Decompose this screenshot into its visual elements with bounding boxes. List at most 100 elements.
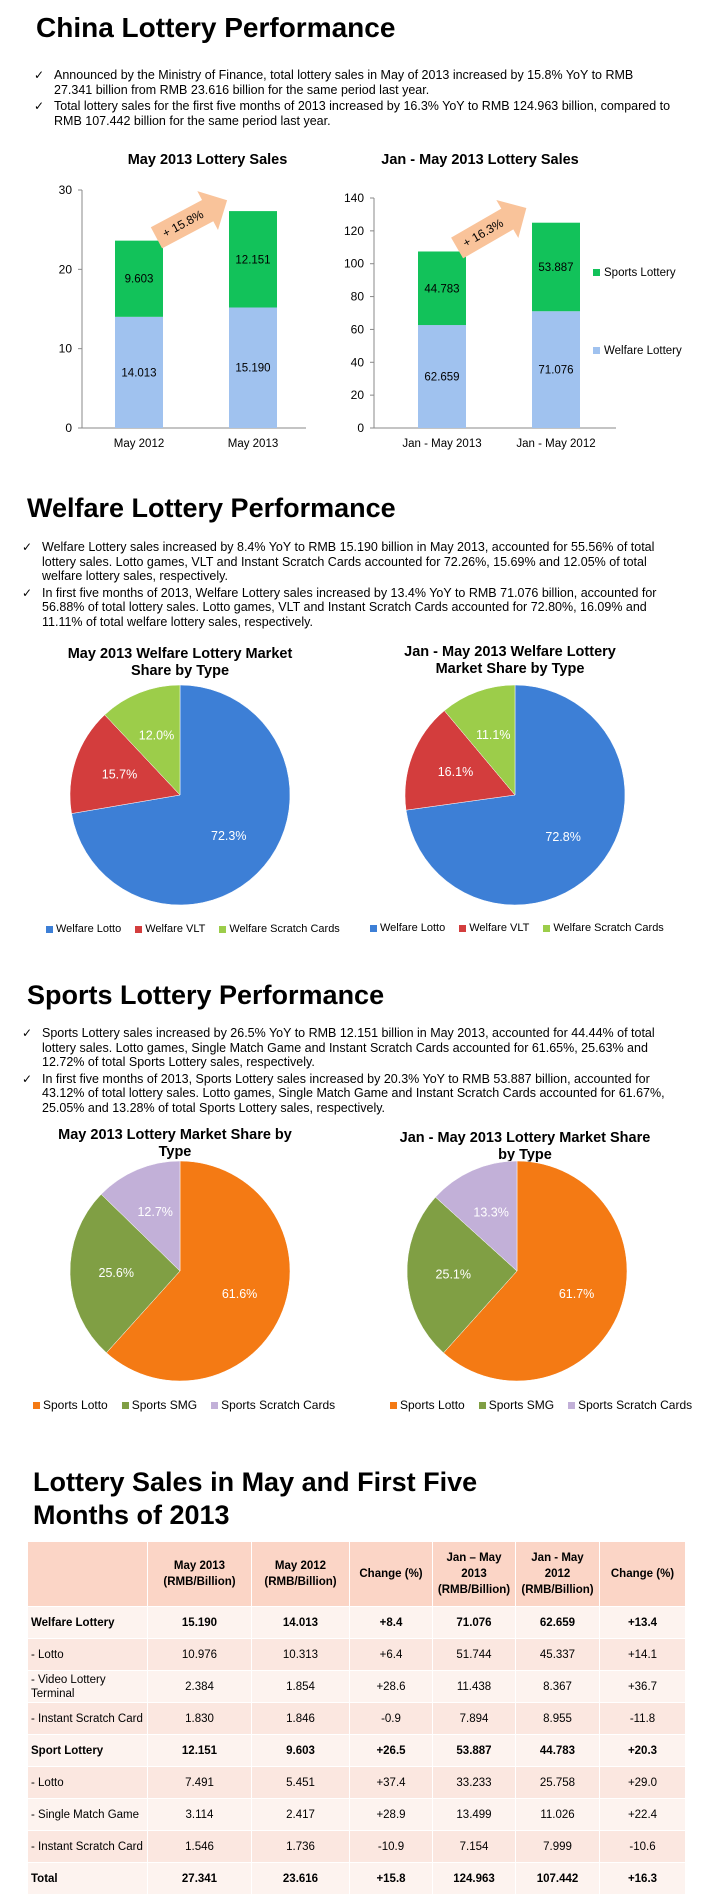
- bar-sports: [532, 222, 580, 312]
- table-cell: - Instant Scratch Card: [27, 1702, 148, 1735]
- table-row: Welfare Lottery 15.190 14.013 +8.4 71.076 62.…: [27, 1606, 686, 1639]
- check-icon: ✓: [34, 68, 45, 82]
- bar-chart-may: 0 10 20 30 14.013 9.603 May 2012 15.190 12.151 Ma…: [59, 183, 306, 450]
- y-tick-label: 30: [59, 183, 73, 197]
- table-cell: 124.963: [432, 1862, 516, 1895]
- bar-welfare: [532, 311, 580, 428]
- table-header-cell: Change (%): [349, 1541, 433, 1607]
- table-cell: +15.8: [349, 1862, 433, 1895]
- legend-item: Welfare Scratch Cards: [543, 922, 664, 934]
- pie-value-label: 61.6%: [222, 1287, 257, 1301]
- pie-slice: [71, 684, 291, 906]
- table-cell: -10.9: [349, 1830, 433, 1863]
- pie-chart-2-title: Jan - May 2013 Welfare Lottery Market Sh…: [404, 644, 616, 677]
- legend-item: Sports Lotto: [390, 1398, 465, 1412]
- legend-item: Sports Scratch Cards: [211, 1398, 335, 1412]
- table-cell: 7.491: [147, 1766, 252, 1799]
- table-cell: 10.313: [251, 1638, 350, 1671]
- table-cell: -0.9: [349, 1702, 433, 1735]
- table-cell: +28.6: [349, 1670, 433, 1703]
- bar-welfare: [229, 307, 277, 428]
- table-cell: 1.830: [147, 1702, 252, 1735]
- legend-swatch: [46, 925, 53, 933]
- table-cell: 7.894: [432, 1702, 516, 1735]
- legend-swatch: [478, 1402, 486, 1410]
- table-cell: - Lotto: [27, 1638, 148, 1671]
- table-cell: 51.744: [432, 1638, 516, 1671]
- table-row: Sport Lottery 12.151 9.603 +26.5 53.887 44.78…: [27, 1734, 686, 1767]
- y-tick-label: 80: [351, 290, 365, 304]
- table-header-cell: Jan – May 2013 (RMB/Billion): [432, 1541, 516, 1607]
- pie-value-label: 25.6%: [99, 1266, 134, 1280]
- overview-bullets: ✓ Announced by the Ministry of Finance, t…: [34, 68, 674, 130]
- legend-swatch: [33, 1402, 40, 1410]
- table-cell: - Lotto: [27, 1766, 148, 1799]
- legend-item: Welfare Scratch Cards: [219, 923, 340, 935]
- pie-slice: [100, 1160, 181, 1272]
- growth-arrow: + 16.3%: [451, 199, 527, 259]
- pie-slice: [443, 684, 516, 796]
- legend-item: Welfare Lotto: [370, 922, 445, 934]
- table-cell: - Video Lottery Terminal: [27, 1670, 148, 1703]
- bar-value-label: 14.013: [121, 367, 156, 379]
- legend-swatch: [219, 925, 227, 933]
- pie-slice: [406, 1196, 518, 1354]
- legend-swatch: [543, 924, 551, 932]
- bar-chart-2-title: Jan - May 2013 Lottery Sales: [381, 152, 579, 168]
- sports-bullets: ✓ Sports Lottery sales increased by 26.5%…: [22, 1026, 682, 1117]
- legend-label: Welfare Lotto: [380, 922, 446, 934]
- table-header-cell: May 2013 (RMB/Billion): [147, 1541, 252, 1607]
- check-icon: ✓: [34, 99, 45, 113]
- table-cell: +36.7: [599, 1670, 686, 1703]
- table-cell: 23.616: [251, 1862, 350, 1895]
- table-cell: 25.758: [515, 1766, 600, 1799]
- table-cell: +6.4: [349, 1638, 433, 1671]
- pie-value-label: 15.7%: [102, 768, 137, 782]
- legend-item: Sports SMG: [478, 1398, 555, 1412]
- growth-arrow-shape: [451, 199, 527, 259]
- growth-arrow-shape: [150, 191, 228, 249]
- legend-label: Sports Lottery: [604, 267, 676, 279]
- bar-value-label: 15.190: [235, 363, 270, 375]
- table-cell: 1.736: [251, 1830, 350, 1863]
- pie-slice: [69, 714, 181, 814]
- table-cell: 7.999: [515, 1830, 600, 1863]
- pie-value-label: 11.1%: [476, 728, 511, 742]
- y-tick-label: 20: [59, 262, 73, 276]
- legend-swatch: [593, 269, 600, 276]
- table-row: - Lotto 7.491 5.451 +37.4 33.233 25.758 +29.0: [27, 1766, 686, 1799]
- table-row: - Lotto 10.976 10.313 +6.4 51.744 45.337 +14.1: [27, 1638, 686, 1671]
- table-cell: 11.438: [432, 1670, 516, 1703]
- legend-label: Sports Scratch Cards: [221, 1398, 336, 1412]
- check-icon: ✓: [22, 540, 33, 554]
- table-cell: 71.076: [432, 1606, 516, 1639]
- table-cell: +28.9: [349, 1798, 433, 1831]
- table-cell: 2.417: [251, 1798, 350, 1831]
- table-cell: 62.659: [515, 1606, 600, 1639]
- pie-chart-3-legend: Sports Lotto Sports SMG Sports Scratch Car…: [33, 1398, 349, 1412]
- pie-slice: [405, 684, 626, 906]
- table-cell: 1.546: [147, 1830, 252, 1863]
- bar-value-label: 62.659: [424, 372, 459, 384]
- pie-value-label: 61.7%: [559, 1287, 594, 1301]
- pie-slice: [104, 684, 181, 796]
- legend-item: Welfare VLT: [135, 923, 205, 935]
- y-tick-label: 0: [357, 421, 364, 435]
- pie-value-label: 13.3%: [473, 1206, 508, 1220]
- welfare-section-title: Welfare Lottery Performance: [27, 493, 396, 523]
- overview-bullet: ✓ Total lottery sales for the first five …: [34, 99, 671, 128]
- bar-value-label: 71.076: [538, 365, 573, 377]
- table-cell: +37.4: [349, 1766, 433, 1799]
- table-cell: +13.4: [599, 1606, 686, 1639]
- welfare-bullet: ✓ In first five months of 2013, Welfare L…: [22, 585, 657, 629]
- table-header-cell: Change (%): [599, 1541, 686, 1607]
- bar-value-label: 53.887: [538, 262, 573, 274]
- y-tick-label: 120: [344, 224, 364, 238]
- legend-label: Sports SMG: [488, 1398, 555, 1412]
- bar-chart-1-title: May 2013 Lottery Sales: [127, 152, 288, 168]
- table-cell: 2.384: [147, 1670, 252, 1703]
- pie-chart-2-legend: Welfare Lotto Welfare VLT Welfare Scratch …: [370, 922, 678, 934]
- sports-section-title: Sports Lottery Performance: [27, 980, 385, 1010]
- pie-slice: [404, 710, 516, 811]
- table-cell: 45.337: [515, 1638, 600, 1671]
